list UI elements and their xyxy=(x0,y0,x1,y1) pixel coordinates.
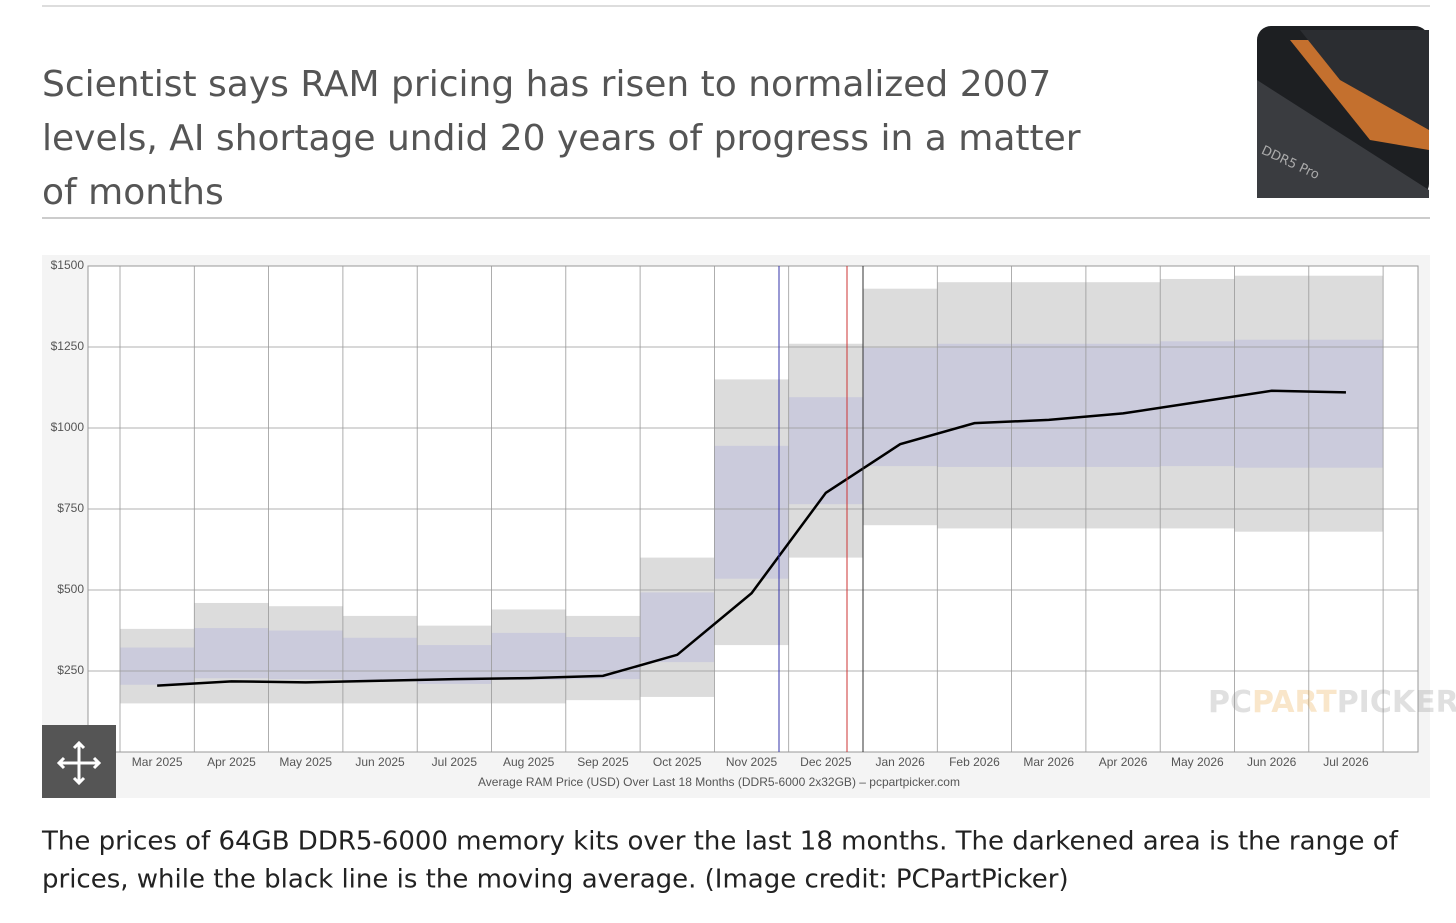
y-tick-label: $250 xyxy=(57,663,84,677)
x-tick-label: Dec 2025 xyxy=(800,755,852,769)
price-range xyxy=(417,625,492,704)
watermark-part: PICKER xyxy=(1337,685,1456,720)
x-tick-label: Jul 2025 xyxy=(432,755,478,769)
y-tick-label: $1500 xyxy=(51,258,85,272)
x-tick-label: Apr 2026 xyxy=(1099,755,1148,769)
x-tick-label: Jun 2026 xyxy=(1247,755,1297,769)
price-range xyxy=(1011,282,1086,529)
y-tick-label: $500 xyxy=(57,582,84,596)
price-range-dense xyxy=(1234,339,1309,468)
price-range-dense xyxy=(417,645,492,684)
price-range xyxy=(714,379,789,646)
price-range-dense xyxy=(342,637,418,682)
watermark-part: PC xyxy=(1208,685,1252,720)
x-tick-label: Sep 2025 xyxy=(577,755,629,769)
price-range-dense xyxy=(937,343,1012,467)
y-tick-label: $750 xyxy=(57,501,84,515)
x-tick-label: Feb 2026 xyxy=(949,755,1000,769)
price-range xyxy=(937,282,1012,529)
price-range xyxy=(491,609,566,704)
price-range xyxy=(1160,278,1235,529)
price-range xyxy=(788,343,863,558)
price-range-dense xyxy=(565,636,641,680)
price-range-dense xyxy=(640,592,715,663)
chart: $250 $500 $750 $1000 $1250 $1500 Mar 2025 Apr 2… xyxy=(51,258,1456,789)
x-tick-label: Oct 2025 xyxy=(653,755,702,769)
watermark: PCPARTPICKER xyxy=(1208,685,1456,720)
caption: The prices of 64GB DDR5-6000 memory kits… xyxy=(41,827,1399,857)
price-range xyxy=(1234,275,1309,532)
price-range-dense xyxy=(1160,341,1235,467)
price-range xyxy=(120,628,195,704)
price-range-dense xyxy=(1085,343,1161,467)
thumbnail[interactable]: DDR5 Pro xyxy=(1257,26,1429,198)
price-range xyxy=(342,615,418,704)
x-tick-label: Aug 2025 xyxy=(503,755,555,769)
x-tick-label: Mar 2025 xyxy=(132,755,183,769)
price-range xyxy=(268,606,343,704)
article-title[interactable]: Scientist says RAM pricing has risen to … xyxy=(42,64,1081,213)
price-range-dense xyxy=(1011,343,1086,467)
price-range xyxy=(565,615,641,701)
average-price-line xyxy=(157,389,1346,687)
price-range-dense xyxy=(120,647,195,685)
price-range xyxy=(640,557,715,697)
x-tick-label: Jul 2026 xyxy=(1323,755,1369,769)
price-range-dense xyxy=(788,397,863,505)
caption: prices, while the black line is the movi… xyxy=(42,865,1069,895)
x-tick-label: May 2026 xyxy=(1171,755,1224,769)
watermark-part: PART xyxy=(1252,685,1337,720)
price-range-dense xyxy=(491,632,566,680)
price-range-dense xyxy=(1308,339,1384,468)
y-tick-label: $1000 xyxy=(51,420,85,434)
price-range-dense xyxy=(714,445,789,579)
price-range xyxy=(863,288,938,526)
x-tick-label: Jun 2025 xyxy=(355,755,405,769)
price-range-dense xyxy=(863,347,938,467)
x-tick-label: May 2025 xyxy=(279,755,332,769)
price-range-dense xyxy=(268,630,343,680)
y-tick-label: $1250 xyxy=(51,339,85,353)
x-tick-label: Jan 2026 xyxy=(875,755,925,769)
price-range xyxy=(1085,282,1161,529)
x-tick-label: Apr 2025 xyxy=(207,755,256,769)
price-range xyxy=(1308,275,1384,532)
price-range xyxy=(194,602,269,704)
x-axis-label: Average RAM Price (USD) Over Last 18 Mon… xyxy=(478,775,960,789)
move-button[interactable] xyxy=(42,725,116,798)
x-tick-label: Nov 2025 xyxy=(726,755,778,769)
x-tick-label: Mar 2026 xyxy=(1023,755,1074,769)
price-range-dense xyxy=(194,628,269,679)
